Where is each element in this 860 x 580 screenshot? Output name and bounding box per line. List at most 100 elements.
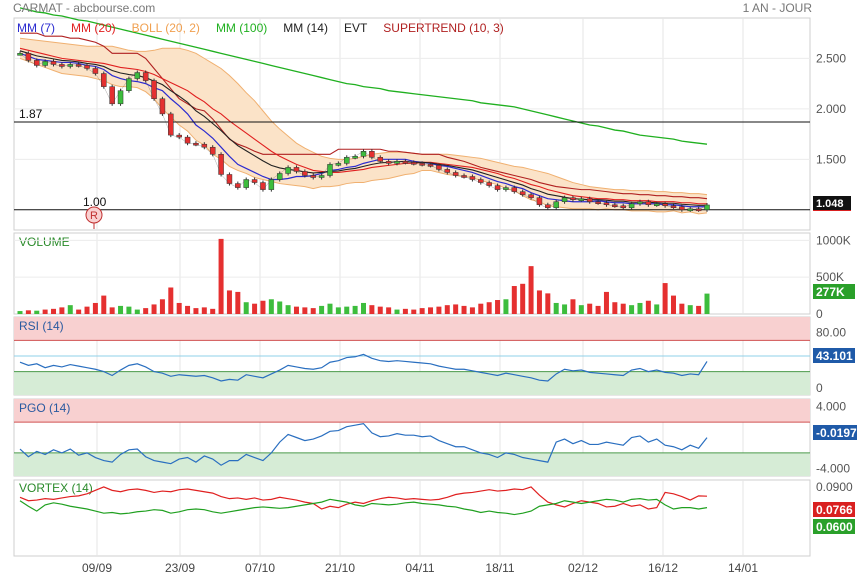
volume-bar xyxy=(679,303,685,314)
candle-body xyxy=(243,179,249,188)
reference-label-high: 1.87 xyxy=(19,107,43,121)
volume-bar xyxy=(361,302,366,314)
y-tick-label: 500K xyxy=(816,270,844,284)
volume-bar xyxy=(386,307,392,314)
volume-bar xyxy=(76,309,82,314)
period-label[interactable]: 1 AN - JOUR xyxy=(742,1,812,15)
candle-body xyxy=(134,72,141,79)
volume-bar xyxy=(126,306,132,314)
candle-body xyxy=(142,72,149,81)
volume-bar xyxy=(486,302,492,314)
volume-bar xyxy=(335,307,341,314)
volume-bar xyxy=(92,302,98,314)
bollinger-band xyxy=(20,38,707,214)
volume-bar xyxy=(402,308,408,314)
candle-body xyxy=(369,151,375,158)
vortex-pos-value: 0.0766 xyxy=(816,503,853,517)
volume-bar xyxy=(503,299,509,314)
volume-bar xyxy=(595,305,601,314)
y-tick-label: -4.000 xyxy=(816,461,850,475)
bollinger-lower xyxy=(19,57,708,215)
volume-bar xyxy=(536,290,542,314)
volume-bar xyxy=(453,304,459,314)
x-tick-label: 18/11 xyxy=(485,561,514,575)
ma14-line xyxy=(19,50,707,206)
legend-item: BOLL (20, 2) xyxy=(132,21,200,35)
candle-body xyxy=(628,203,635,209)
candle-body xyxy=(377,157,384,162)
pgo-value-tag xyxy=(813,425,857,440)
candle-body xyxy=(218,154,224,175)
volume-bar xyxy=(101,295,107,314)
candle-body xyxy=(536,197,543,206)
volume-bar xyxy=(553,302,559,314)
volume-bar xyxy=(51,308,57,314)
candle-body xyxy=(293,167,300,172)
volume-bar xyxy=(210,308,216,314)
x-tick-label: 21/10 xyxy=(325,561,355,575)
volume-bar xyxy=(369,305,375,314)
volume-value-tag xyxy=(813,284,855,299)
candle-body xyxy=(276,173,283,180)
y-tick-label: 4.000 xyxy=(816,400,846,414)
legend-item: MM (20) xyxy=(71,21,116,35)
volume-bar xyxy=(687,305,693,314)
y-tick-label: 0 xyxy=(816,307,823,321)
close-line xyxy=(19,53,708,211)
volume-bar xyxy=(478,303,484,314)
ma20-line xyxy=(19,47,707,205)
rsi-overbought-zone xyxy=(14,317,810,341)
last-price-value: 1.048 xyxy=(816,198,844,210)
vortex-neg-value: 0.0600 xyxy=(816,520,853,534)
volume-bar xyxy=(394,309,400,314)
volume-bar xyxy=(377,306,383,314)
x-tick-label: 02/12 xyxy=(568,561,598,575)
rsi-value-tag xyxy=(813,348,855,363)
volume-bar xyxy=(603,291,609,314)
rsi-oversold-zone xyxy=(14,371,810,395)
volume-bar xyxy=(562,304,568,314)
volume-bar xyxy=(352,305,358,314)
legend-item: EVT xyxy=(344,21,368,35)
pgo-upper-zone xyxy=(14,399,810,423)
volume-bar xyxy=(201,307,207,314)
reference-label-low: 1.00 xyxy=(83,195,107,209)
volume-bar xyxy=(109,307,115,314)
candle-body xyxy=(117,90,124,105)
panel-frame-vol xyxy=(13,232,811,315)
volume-bar xyxy=(42,309,48,314)
candle-body xyxy=(268,179,275,190)
volume-bar xyxy=(444,305,450,314)
volume-bar xyxy=(528,266,534,314)
y-tick-label: 1.500 xyxy=(816,152,846,166)
candle-body xyxy=(511,187,518,192)
candle-body xyxy=(126,78,132,91)
y-tick-label: 0 xyxy=(816,381,823,395)
candle-body xyxy=(184,136,191,144)
candle-body xyxy=(226,174,233,184)
vortex-positive-line xyxy=(19,486,708,510)
volume-bar xyxy=(645,300,651,314)
volume-bar xyxy=(704,293,710,314)
volume-bar xyxy=(25,310,31,314)
pgo-last-value: -0.0197 xyxy=(816,426,857,440)
ma100-line xyxy=(19,7,708,145)
volume-bar xyxy=(143,308,149,314)
volume-bar xyxy=(67,305,73,314)
volume-bar xyxy=(176,302,182,314)
candle-body xyxy=(302,171,308,176)
volume-bar xyxy=(277,301,283,314)
candle-body xyxy=(553,201,559,209)
volume-bar xyxy=(268,299,274,314)
candle-body xyxy=(92,68,99,74)
volume-bar xyxy=(436,306,442,314)
volume-last-value: 277K xyxy=(816,285,845,299)
volume-bar xyxy=(193,308,199,314)
candle-body xyxy=(168,113,174,136)
volume-bar xyxy=(469,307,475,314)
candle-body xyxy=(209,146,216,155)
volume-bar xyxy=(226,290,232,314)
volume-bar xyxy=(654,304,660,314)
vortex-title: VORTEX (14) xyxy=(19,481,93,495)
